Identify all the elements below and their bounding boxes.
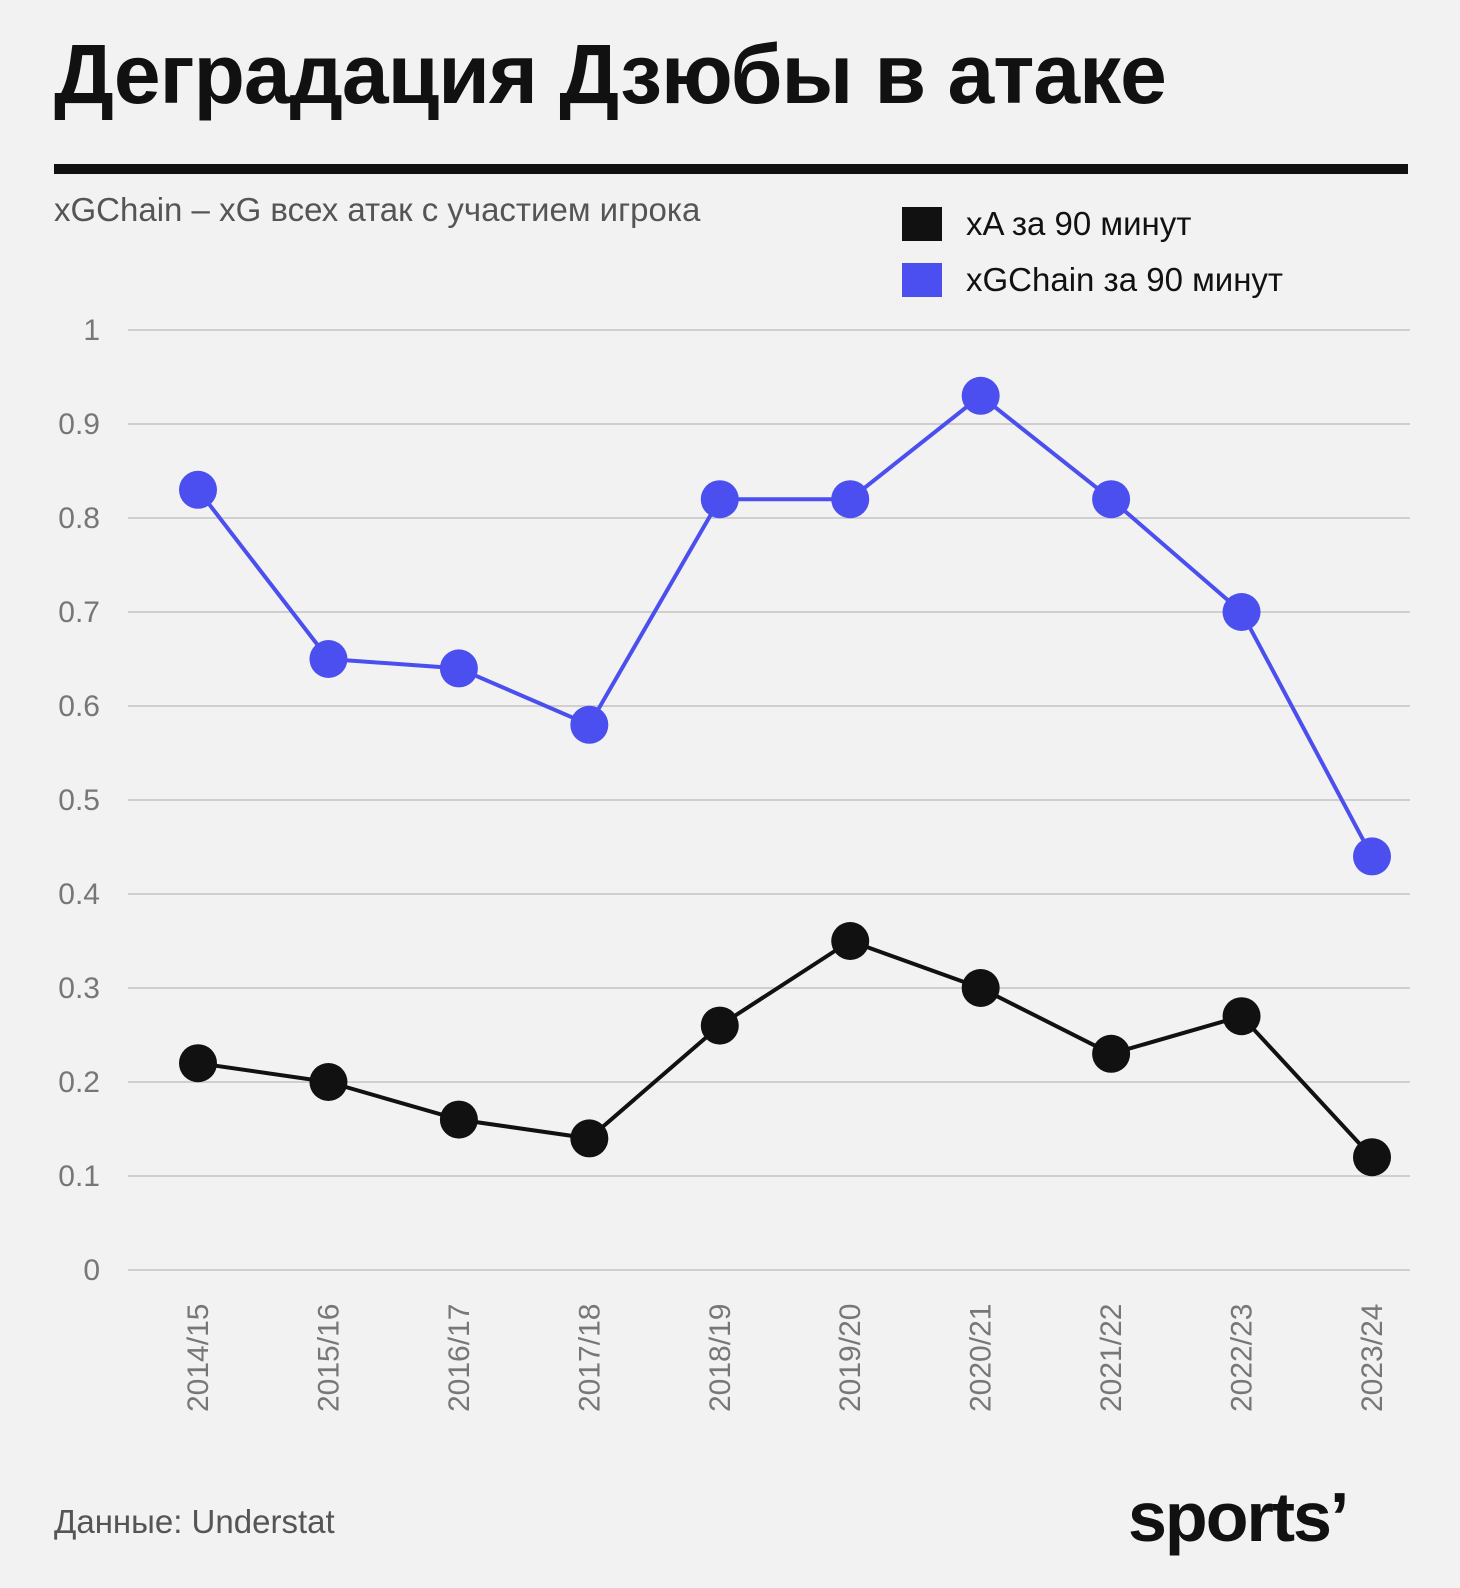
y-tick-label: 0.3 — [58, 972, 100, 1005]
legend-swatch-xa — [902, 207, 942, 241]
legend-item-xgchain: xGChain за 90 минут — [902, 252, 1283, 308]
x-tick-label: 2015/16 — [312, 1304, 345, 1412]
y-tick-label: 0.8 — [58, 502, 100, 535]
y-tick-label: 1 — [83, 314, 100, 347]
data-point-xa — [831, 922, 870, 960]
series-line-xa — [197, 939, 1374, 1159]
chart-subtitle: xGChain – xG всех атак с участием игрока — [54, 191, 701, 228]
title-divider — [54, 164, 1408, 174]
data-point-xa — [961, 969, 1000, 1007]
x-tick-label: 2023/24 — [1356, 1304, 1389, 1412]
series-line-xgchain — [196, 393, 1374, 858]
data-point-xgchain — [831, 480, 870, 519]
data-source: Данные: Understat — [54, 1503, 335, 1540]
y-tick-label: 0.9 — [58, 408, 100, 441]
x-tick-label: 2018/19 — [704, 1304, 737, 1412]
data-point-xa — [439, 1100, 478, 1139]
data-point-xa — [179, 1044, 217, 1083]
legend-item-xa: xA за 90 минут — [902, 196, 1283, 252]
data-point-xgchain — [700, 480, 739, 519]
y-tick-label: 0.4 — [58, 878, 100, 911]
data-point-xa — [1353, 1138, 1391, 1177]
x-tick-label: 2017/18 — [573, 1304, 606, 1412]
x-tick-label: 2014/15 — [182, 1304, 215, 1412]
legend-swatch-xgchain — [902, 263, 942, 297]
data-point-xgchain — [570, 705, 609, 744]
x-tick-label: 2019/20 — [834, 1304, 867, 1412]
data-point-xgchain — [1353, 837, 1391, 876]
y-tick-label: 0.1 — [58, 1160, 100, 1193]
y-tick-label: 0.6 — [58, 690, 100, 723]
data-point-xgchain — [1222, 593, 1261, 631]
legend-label-xgchain: xGChain за 90 минут — [966, 261, 1284, 298]
data-point-xa — [1092, 1034, 1131, 1073]
data-point-xgchain — [961, 376, 1000, 415]
y-tick-label: 0.7 — [58, 596, 100, 629]
x-tick-label: 2021/22 — [1095, 1304, 1128, 1412]
x-tick-label: 2022/23 — [1226, 1304, 1259, 1412]
y-tick-label: 0.2 — [58, 1066, 100, 1099]
data-point-xgchain — [439, 649, 478, 688]
x-tick-label: 2016/17 — [443, 1304, 476, 1412]
x-tick-label: 2020/21 — [965, 1304, 998, 1412]
data-point-xa — [570, 1119, 609, 1158]
data-point-xgchain — [309, 640, 348, 678]
data-point-xa — [700, 1006, 739, 1045]
data-point-xa — [1222, 997, 1261, 1036]
y-tick-label: 0 — [83, 1254, 100, 1287]
data-point-xa — [309, 1063, 348, 1101]
legend-label-xa: xA за 90 минут — [966, 205, 1192, 242]
page-title: Деградация Дзюбы в атаке — [54, 27, 1167, 121]
sports-logo: sports’ — [1128, 1478, 1349, 1556]
data-point-xgchain — [179, 470, 217, 509]
chart-legend: xA за 90 минут xGChain за 90 минут — [902, 196, 1283, 308]
line-chart: 0 0.1 0.2 0.3 0.4 0.5 0.6 0.7 0.8 0.9 1 2014/15 2015… — [58, 314, 1410, 1412]
y-tick-label: 0.5 — [58, 784, 100, 817]
data-point-xgchain — [1092, 480, 1131, 519]
